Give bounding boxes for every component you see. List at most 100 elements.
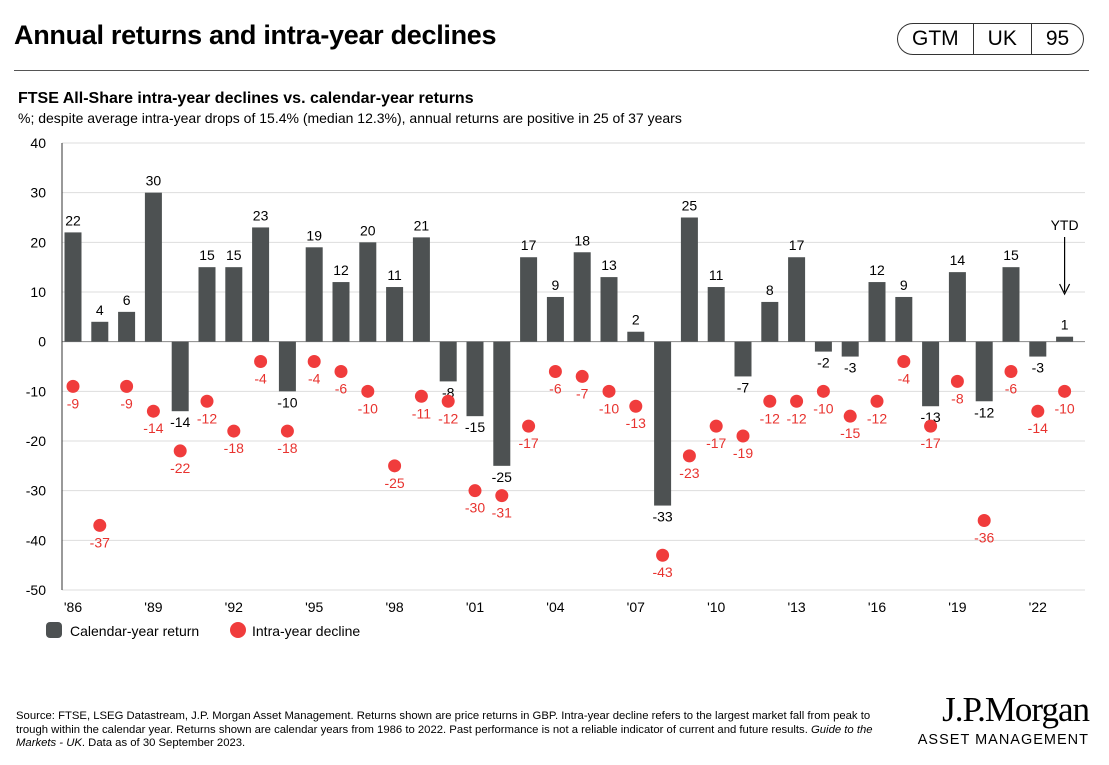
- y-tick-label: -40: [26, 532, 46, 548]
- decline-label: -4: [308, 371, 321, 387]
- x-tick-label: '95: [305, 599, 323, 615]
- y-tick-label: 0: [38, 334, 46, 350]
- decline-label: -12: [760, 410, 780, 426]
- return-bar: [493, 341, 511, 466]
- decline-label: -12: [197, 410, 217, 426]
- logo-sub: ASSET MANAGEMENT: [917, 732, 1089, 748]
- decline-dot: [468, 484, 482, 498]
- decline-dot: [575, 369, 589, 383]
- return-label: -14: [170, 414, 190, 430]
- return-bar: [600, 277, 618, 342]
- decline-label: -10: [813, 400, 833, 416]
- return-label: -3: [844, 360, 857, 376]
- footer-source: Source: FTSE, LSEG Datastream, J.P. Morg…: [16, 710, 896, 751]
- return-label: 12: [333, 262, 349, 278]
- x-tick-label: '01: [466, 599, 484, 615]
- y-tick-label: -30: [26, 483, 46, 499]
- ytd-arrowhead-icon: [1059, 283, 1071, 296]
- decline-label: -22: [170, 460, 190, 476]
- decline-label: -19: [733, 445, 753, 461]
- y-tick-label: 10: [30, 284, 46, 300]
- return-label: 13: [601, 257, 617, 273]
- decline-label: -6: [335, 380, 348, 396]
- decline-label: -12: [438, 410, 458, 426]
- decline-dot: [495, 489, 509, 503]
- y-tick-label: 20: [30, 234, 46, 250]
- return-bar: [922, 341, 940, 407]
- decline-label: -14: [1028, 420, 1048, 436]
- return-label: 9: [552, 277, 560, 293]
- return-bar: [252, 227, 270, 342]
- return-label: 20: [360, 222, 376, 238]
- return-label: -13: [920, 409, 940, 425]
- returns-chart: 40 30 20 10 0 -10 -20 -30 -40 -50 22 -9 4 -37 6 -9 30 -14…: [26, 135, 1085, 639]
- decline-dot: [763, 394, 777, 408]
- decline-label: -31: [492, 505, 512, 521]
- gtm-badge: GTM UK 95: [897, 23, 1085, 55]
- source-text: Source: FTSE, LSEG Datastream, J.P. Morg…: [16, 710, 871, 736]
- return-label: 25: [682, 198, 698, 214]
- decline-label: -8: [951, 390, 964, 406]
- return-bar: [707, 287, 725, 342]
- decline-dot: [361, 384, 375, 398]
- return-label: 30: [146, 173, 162, 189]
- decline-dot: [656, 548, 670, 562]
- return-bar: [734, 341, 752, 377]
- decline-label: -18: [277, 440, 297, 456]
- decline-dot: [870, 394, 884, 408]
- badge-gtm: GTM: [898, 24, 974, 54]
- return-bar: [1002, 267, 1020, 342]
- legend-dot-label: Intra-year decline: [252, 623, 360, 639]
- decline-dot: [334, 364, 348, 378]
- return-bar: [171, 341, 189, 412]
- return-bar: [118, 311, 136, 342]
- return-bar: [466, 341, 484, 417]
- return-bar: [895, 296, 913, 342]
- return-bar: [520, 257, 538, 342]
- decline-dot: [736, 429, 750, 443]
- decline-dot: [709, 419, 723, 433]
- y-tick-label: -50: [26, 582, 46, 598]
- return-label: -25: [492, 469, 512, 485]
- decline-label: -37: [90, 534, 110, 550]
- return-label: 22: [65, 212, 81, 228]
- x-tick-label: '92: [225, 599, 243, 615]
- return-label: 19: [306, 227, 322, 243]
- return-bar: [64, 232, 82, 342]
- decline-dot: [816, 384, 830, 398]
- decline-dot: [522, 419, 536, 433]
- return-bar: [91, 321, 109, 342]
- x-tick-label: '13: [787, 599, 805, 615]
- decline-dot: [790, 394, 804, 408]
- x-tick-label: '89: [144, 599, 162, 615]
- return-label: -12: [974, 404, 994, 420]
- page-title: Annual returns and intra-year declines: [14, 20, 497, 50]
- ytd-annotation: YTD: [1051, 217, 1079, 233]
- x-tick-label: '07: [627, 599, 645, 615]
- decline-dot: [629, 399, 643, 413]
- decline-dot: [843, 409, 857, 423]
- return-label: 23: [253, 207, 269, 223]
- decline-label: -12: [786, 410, 806, 426]
- decline-dot: [173, 444, 187, 458]
- return-bar: [761, 301, 779, 342]
- return-label: 15: [199, 247, 215, 263]
- decline-dot: [924, 419, 938, 433]
- return-label: -2: [817, 355, 830, 371]
- decline-label: -18: [224, 440, 244, 456]
- return-label: -15: [465, 419, 485, 435]
- return-label: 15: [226, 247, 242, 263]
- x-tick-label: '16: [868, 599, 886, 615]
- decline-label: -36: [974, 529, 994, 545]
- decline-dot: [548, 364, 562, 378]
- decline-dot: [227, 424, 241, 438]
- decline-dot: [254, 355, 268, 369]
- return-bar: [144, 192, 162, 342]
- decline-dot: [1058, 384, 1072, 398]
- decline-dot: [897, 355, 911, 369]
- legend-bar-label: Calendar-year return: [70, 623, 199, 639]
- return-bar: [868, 282, 886, 342]
- return-label: 2: [632, 312, 640, 328]
- return-label: 21: [414, 217, 430, 233]
- return-label: 1: [1061, 317, 1069, 333]
